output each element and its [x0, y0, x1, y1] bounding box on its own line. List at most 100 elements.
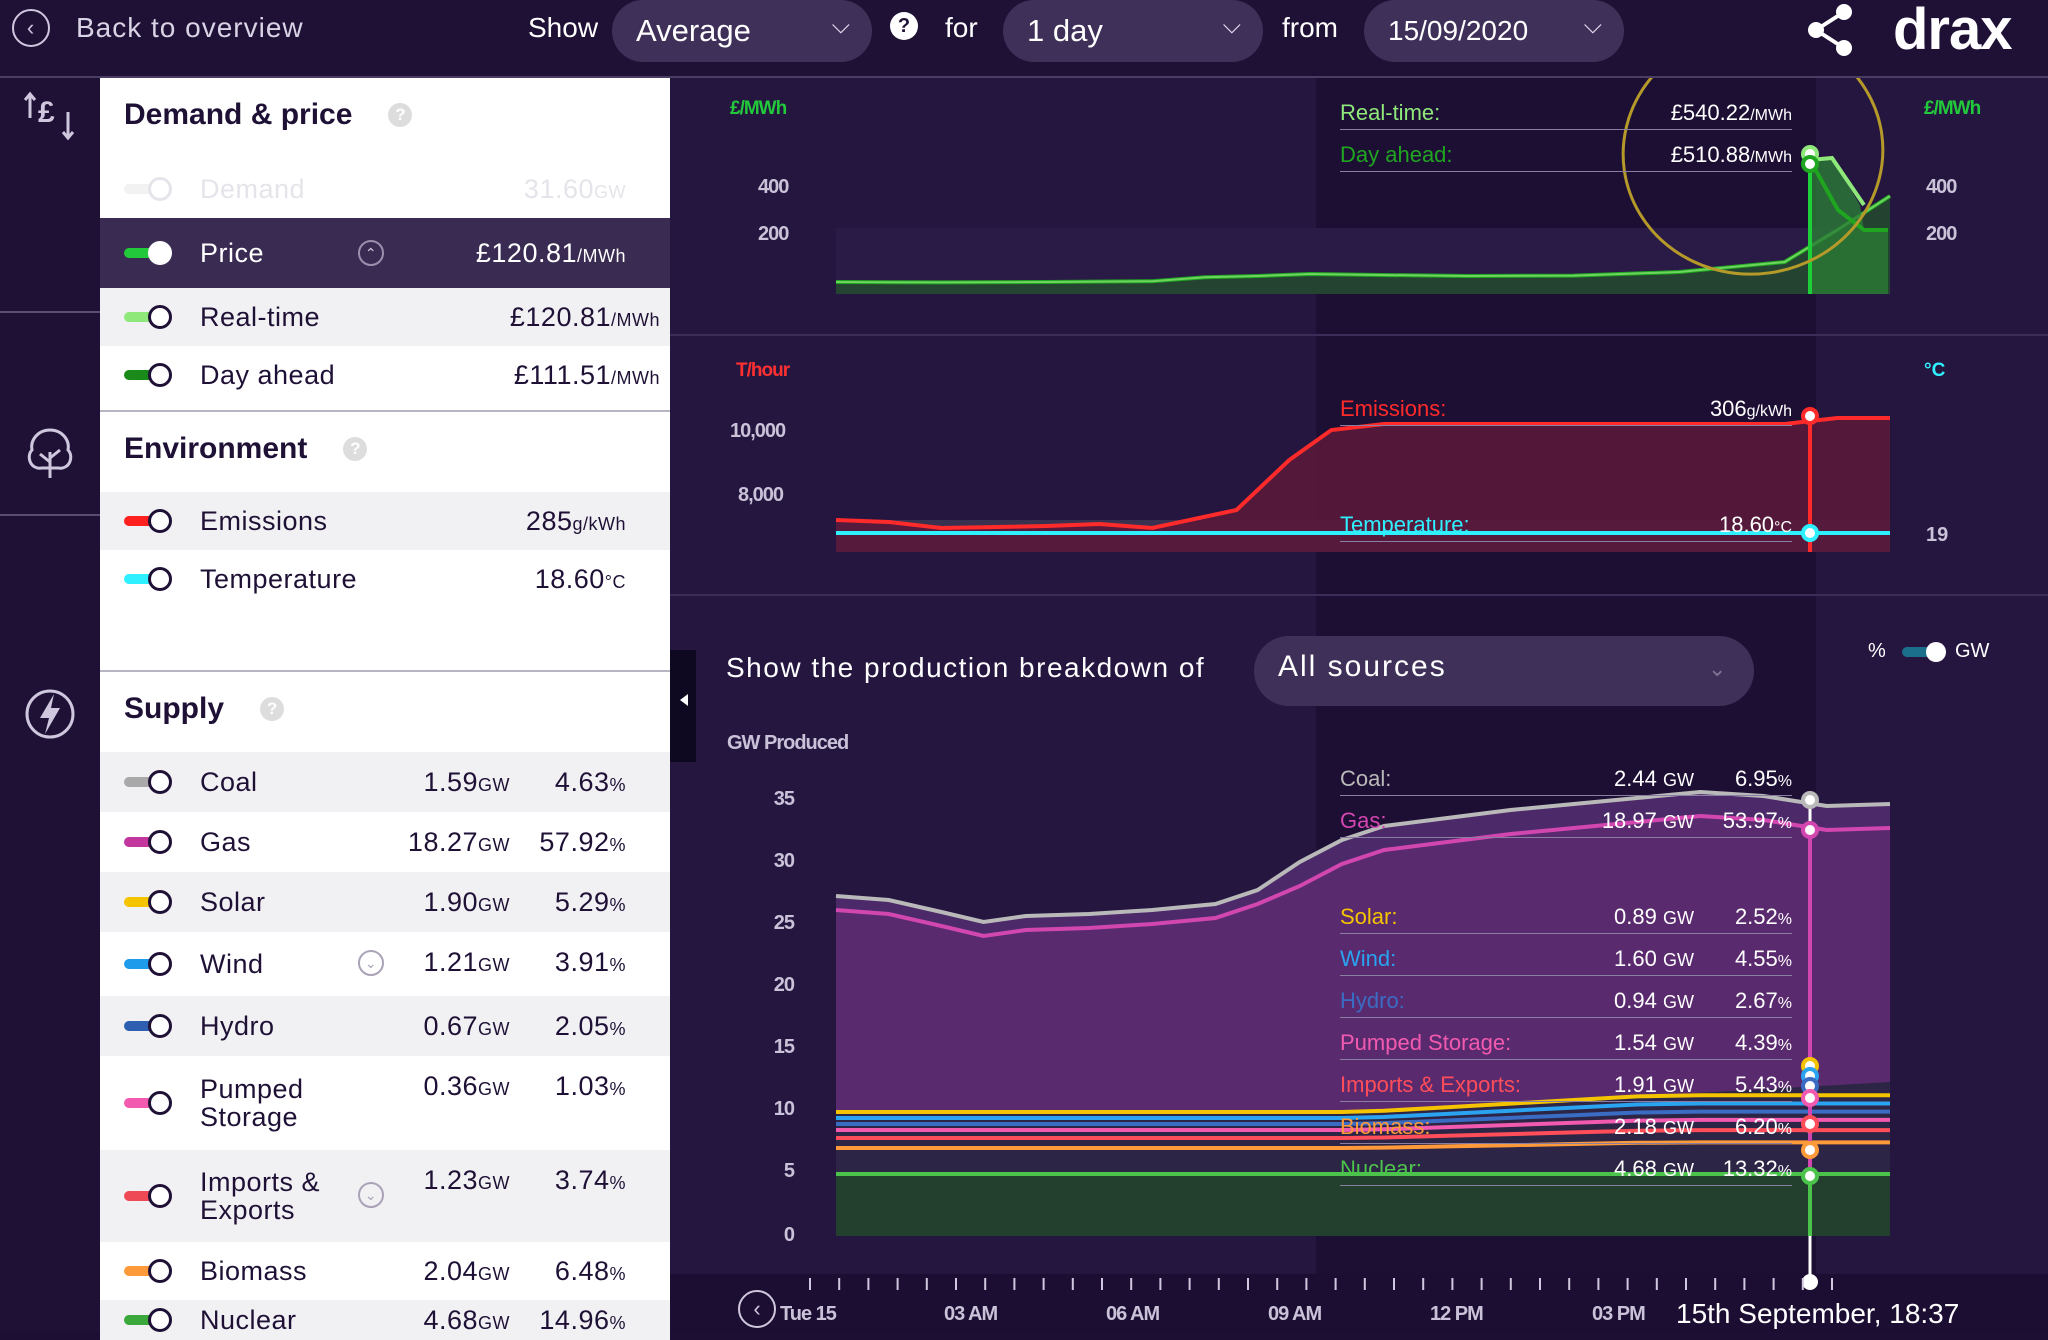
pct-value: 4.63%	[555, 767, 626, 798]
gw-value: 2.04GW	[423, 1256, 510, 1287]
cursor-dot	[1801, 791, 1819, 809]
row-emissions[interactable]: Emissions 285g/kWh	[100, 492, 670, 550]
supply-overlay-row: Imports & Exports: 1.91 GW 5.43%	[1340, 1072, 1792, 1102]
row-label: Coal	[200, 767, 258, 797]
cursor-dot	[1801, 1115, 1819, 1133]
chevron-down-icon[interactable]: ⌄	[358, 950, 384, 976]
supply-ytick: 15	[773, 1036, 795, 1058]
imports-exports-toggle[interactable]	[124, 1184, 172, 1208]
row-real-time[interactable]: Real-time £120.81/MWh	[100, 288, 670, 346]
date-dropdown[interactable]: 15/09/2020 ⌵	[1364, 0, 1624, 62]
coal-line	[835, 789, 1891, 925]
price-demand-icon[interactable]: £	[22, 88, 78, 144]
supply-overlay-row: Coal: 2.44 GW 6.95%	[1340, 766, 1792, 796]
price-tick: 400	[1926, 176, 1957, 198]
supply-row-hydro[interactable]: Hydro 0.67GW 2.05%	[100, 996, 670, 1056]
breakdown-dropdown[interactable]: All sources ⌄	[1278, 650, 1729, 683]
supply-row-wind[interactable]: Wind ⌄ 1.21GW 3.91%	[100, 932, 670, 996]
unit: %	[609, 1264, 626, 1284]
supply-row-biomass[interactable]: Biomass 2.04GW 6.48%	[100, 1242, 670, 1300]
period-dropdown[interactable]: 1 day ⌵	[1003, 0, 1263, 62]
gw-value: 1.21GW	[423, 947, 510, 978]
section-separator	[670, 594, 2048, 596]
price-tick: 400	[758, 176, 789, 198]
real-time-toggle[interactable]	[124, 305, 172, 329]
supply-row-pumped-storage[interactable]: Pumped Storage 0.36GW 1.03%	[100, 1056, 670, 1150]
row-temperature[interactable]: Temperature 18.60°C	[100, 550, 670, 608]
emissions-line	[835, 416, 1890, 531]
emissions-value: 285	[525, 505, 573, 536]
help-icon[interactable]: ?	[260, 697, 285, 721]
price-value: £120.81	[475, 237, 577, 268]
unit: GW	[478, 835, 510, 855]
temperature-toggle[interactable]	[124, 567, 172, 591]
solar-line	[836, 1093, 1890, 1114]
env-overlay-row: Temperature: 18.60°C	[1340, 512, 1792, 542]
solar-toggle[interactable]	[124, 890, 172, 914]
row-demand[interactable]: Demand 31.60GW	[100, 160, 670, 218]
unit: %	[609, 835, 626, 855]
row-label-line2: Storage	[200, 1102, 299, 1132]
tree-icon[interactable]	[22, 426, 78, 482]
unit: %	[609, 775, 626, 795]
supply-row-gas[interactable]: Gas 18.27GW 57.92%	[100, 812, 670, 872]
supply-row-coal[interactable]: Coal 1.59GW 4.63%	[100, 752, 670, 812]
row-label: Wind	[200, 949, 264, 979]
supply-ytick: 25	[773, 912, 795, 934]
share-icon[interactable]	[1804, 2, 1858, 58]
row-price[interactable]: Price ⌃ £120.81/MWh	[100, 218, 670, 288]
cursor-dot	[1801, 1089, 1819, 1107]
timeline-back-button[interactable]: ‹	[738, 1290, 776, 1328]
charts-canvas[interactable]	[670, 78, 2048, 1332]
lightning-icon[interactable]	[22, 686, 78, 742]
day-ahead-value: £111.51	[513, 359, 611, 390]
chevron-up-icon[interactable]: ⌃	[358, 240, 384, 266]
unit-toggle-pct[interactable]: %	[1868, 640, 1886, 662]
section-title: Environment	[124, 432, 308, 465]
timeline-handle	[1802, 1274, 1818, 1290]
timeline-label: 09 AM	[1268, 1303, 1322, 1325]
price-tick: 200	[1926, 223, 1957, 245]
cursor-dot	[1801, 407, 1819, 425]
supply-row-nuclear[interactable]: Nuclear 4.68GW 14.96%	[100, 1300, 670, 1340]
row-day-ahead[interactable]: Day ahead £111.51/MWh	[100, 346, 670, 404]
supply-row-imports-exports[interactable]: Imports & Exports ⌄ 1.23GW 3.74%	[100, 1150, 670, 1242]
day-ahead-line-after	[1808, 159, 1888, 232]
wind-toggle[interactable]	[124, 952, 172, 976]
show-dropdown[interactable]: Average ⌵	[612, 0, 872, 62]
section-icon-column: £	[0, 78, 100, 1332]
pct-number: 3.91	[554, 947, 610, 977]
unit: %	[609, 955, 626, 975]
demand-toggle[interactable]	[124, 177, 172, 201]
pumped-storage-toggle[interactable]	[124, 1091, 172, 1115]
row-label: Nuclear	[200, 1305, 297, 1335]
help-icon[interactable]: ?	[388, 103, 413, 127]
collapse-tab	[670, 650, 696, 762]
chevron-down-icon[interactable]: ⌄	[358, 1182, 384, 1208]
row-label: Pumped Storage	[200, 1075, 304, 1131]
coal-toggle[interactable]	[124, 770, 172, 794]
collapse-arrow-icon	[680, 694, 688, 706]
row-label-line1: Imports &	[200, 1167, 321, 1197]
day-ahead-toggle[interactable]	[124, 363, 172, 387]
env-unit-right: °C	[1924, 360, 1946, 381]
help-icon[interactable]: ?	[890, 12, 918, 40]
back-to-overview-link[interactable]: ‹ Back to overview	[12, 8, 304, 48]
biomass-toggle[interactable]	[124, 1259, 172, 1283]
emissions-toggle[interactable]	[124, 509, 172, 533]
supply-row-solar[interactable]: Solar 1.90GW 5.29%	[100, 872, 670, 932]
unit-toggle-gw[interactable]: GW	[1955, 640, 1990, 662]
price-toggle[interactable]	[124, 241, 172, 265]
pct-value: 14.96%	[539, 1305, 626, 1336]
hydro-toggle[interactable]	[124, 1014, 172, 1038]
row-label: Emissions	[200, 506, 328, 536]
gas-toggle[interactable]	[124, 830, 172, 854]
help-icon[interactable]: ?	[343, 437, 368, 461]
show-label: Show	[528, 12, 599, 43]
unit: %	[609, 1173, 626, 1193]
nuclear-toggle[interactable]	[124, 1308, 172, 1332]
breakdown-pill-bg	[1254, 636, 1754, 706]
pct-value: 57.92%	[539, 827, 626, 858]
env-unit-left: T/hour	[736, 360, 790, 381]
supply-ytick: 5	[783, 1160, 795, 1182]
